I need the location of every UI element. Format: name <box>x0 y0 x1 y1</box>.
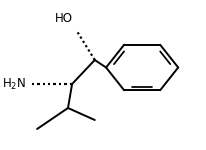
Text: H$_2$N: H$_2$N <box>2 76 26 92</box>
Text: HO: HO <box>55 12 73 24</box>
